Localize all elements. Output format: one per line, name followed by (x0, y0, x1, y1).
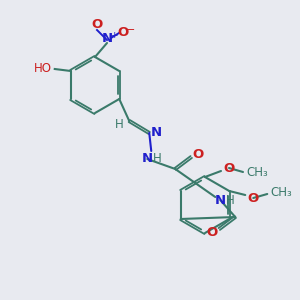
Text: O: O (92, 19, 103, 32)
Text: H: H (153, 152, 162, 166)
Text: CH₃: CH₃ (270, 187, 292, 200)
Text: N: N (142, 152, 153, 166)
Text: +: + (110, 31, 118, 40)
Text: O: O (224, 161, 235, 175)
Text: H: H (115, 118, 124, 130)
Text: O: O (207, 226, 218, 238)
Text: O: O (117, 26, 129, 40)
Text: HO: HO (34, 62, 52, 76)
Text: O: O (193, 148, 204, 161)
Text: CH₃: CH₃ (246, 167, 268, 179)
Text: N: N (215, 194, 226, 206)
Text: O: O (248, 191, 259, 205)
Text: N: N (101, 32, 112, 44)
Text: N: N (151, 125, 162, 139)
Text: −: − (126, 25, 136, 35)
Text: H: H (226, 194, 235, 206)
